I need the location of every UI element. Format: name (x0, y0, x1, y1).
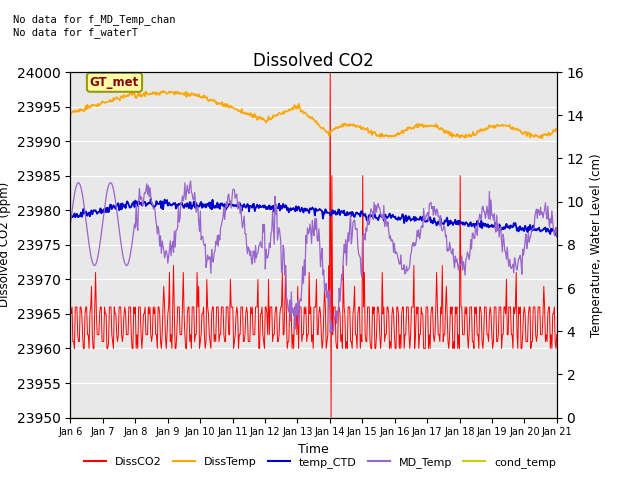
X-axis label: Time: Time (298, 443, 329, 456)
cond_temp (287, 415, 294, 420)
temp_CTD (193, 200, 200, 206)
DissTemp (193, 91, 200, 97)
DissTemp (67, 112, 74, 118)
temp_CTD (67, 214, 74, 219)
Text: GT_met: GT_met (90, 76, 139, 89)
DissCO2 (287, 311, 294, 317)
MD_Temp (355, 252, 362, 257)
cond_temp (353, 415, 361, 420)
DissTemp (287, 106, 295, 111)
DissTemp (159, 88, 167, 94)
temp_CTD (553, 233, 561, 239)
MD_Temp (553, 233, 561, 239)
MD_Temp (326, 330, 334, 336)
cond_temp (392, 415, 399, 420)
DissCO2 (326, 69, 334, 75)
temp_CTD (154, 201, 161, 207)
temp_CTD (354, 211, 362, 216)
MD_Temp (193, 209, 200, 215)
Line: temp_CTD: temp_CTD (70, 199, 557, 236)
Text: No data for f_MD_Temp_chan
No data for f_waterT: No data for f_MD_Temp_chan No data for f… (13, 14, 175, 38)
Y-axis label: Dissolved CO2 (ppm): Dissolved CO2 (ppm) (0, 182, 11, 307)
DissTemp (553, 127, 561, 132)
MD_Temp (67, 221, 74, 227)
MD_Temp (435, 214, 442, 219)
DissCO2 (393, 304, 401, 310)
Line: DissTemp: DissTemp (70, 91, 557, 138)
MD_Temp (152, 222, 160, 228)
Legend: DissCO2, DissTemp, temp_CTD, MD_Temp, cond_temp: DissCO2, DissTemp, temp_CTD, MD_Temp, co… (79, 452, 561, 472)
Y-axis label: Temperature, Water Level (cm): Temperature, Water Level (cm) (590, 153, 603, 336)
Line: MD_Temp: MD_Temp (70, 181, 557, 333)
DissTemp (392, 132, 400, 138)
DissTemp (538, 135, 546, 141)
DissCO2 (327, 415, 335, 420)
temp_CTD (433, 220, 441, 226)
MD_Temp (287, 289, 295, 295)
cond_temp (152, 415, 160, 420)
DissCO2 (435, 332, 442, 337)
Title: Dissolved CO2: Dissolved CO2 (253, 52, 374, 71)
MD_Temp (187, 178, 195, 184)
DissCO2 (152, 332, 160, 337)
cond_temp (67, 415, 74, 420)
DissCO2 (553, 332, 561, 337)
temp_CTD (392, 216, 400, 222)
DissCO2 (191, 332, 199, 337)
DissTemp (433, 122, 441, 128)
DissTemp (354, 123, 362, 129)
MD_Temp (393, 250, 401, 256)
DissCO2 (355, 304, 362, 310)
temp_CTD (147, 196, 155, 202)
DissTemp (152, 92, 160, 98)
temp_CTD (287, 207, 295, 213)
cond_temp (553, 415, 561, 420)
Line: DissCO2: DissCO2 (70, 72, 557, 418)
cond_temp (191, 415, 199, 420)
cond_temp (433, 415, 440, 420)
DissCO2 (67, 304, 74, 310)
